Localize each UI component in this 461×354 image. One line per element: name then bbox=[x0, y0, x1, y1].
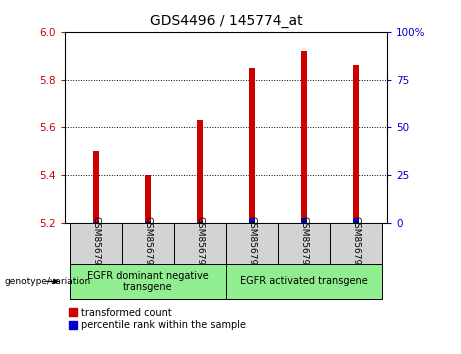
Bar bbox=[122, 223, 174, 264]
Bar bbox=[145, 222, 151, 223]
Bar bbox=[301, 218, 307, 223]
Text: GSM856792: GSM856792 bbox=[91, 216, 100, 271]
Text: GSM856794: GSM856794 bbox=[195, 216, 204, 271]
Bar bbox=[278, 223, 330, 264]
Text: GSM856797: GSM856797 bbox=[351, 216, 361, 271]
Title: GDS4496 / 145774_at: GDS4496 / 145774_at bbox=[149, 14, 302, 28]
Legend: transformed count, percentile rank within the sample: transformed count, percentile rank withi… bbox=[70, 308, 246, 330]
Bar bbox=[249, 68, 255, 223]
Bar bbox=[93, 152, 99, 223]
Bar bbox=[226, 223, 278, 264]
Text: genotype/variation: genotype/variation bbox=[5, 277, 91, 286]
Bar bbox=[197, 120, 203, 223]
Bar bbox=[301, 51, 307, 223]
Text: GSM856793: GSM856793 bbox=[143, 216, 152, 271]
Bar bbox=[226, 264, 382, 299]
Text: GSM856796: GSM856796 bbox=[300, 216, 308, 271]
Text: EGFR activated transgene: EGFR activated transgene bbox=[240, 276, 368, 286]
Text: EGFR dominant negative
transgene: EGFR dominant negative transgene bbox=[87, 270, 209, 292]
Bar bbox=[174, 223, 226, 264]
Bar bbox=[93, 222, 99, 223]
Bar bbox=[353, 218, 359, 223]
Bar bbox=[145, 175, 151, 223]
Bar bbox=[330, 223, 382, 264]
Bar bbox=[353, 65, 359, 223]
Bar bbox=[70, 223, 122, 264]
Bar bbox=[249, 218, 255, 223]
Bar bbox=[70, 264, 226, 299]
Bar bbox=[197, 222, 203, 223]
Text: GSM856795: GSM856795 bbox=[248, 216, 256, 271]
